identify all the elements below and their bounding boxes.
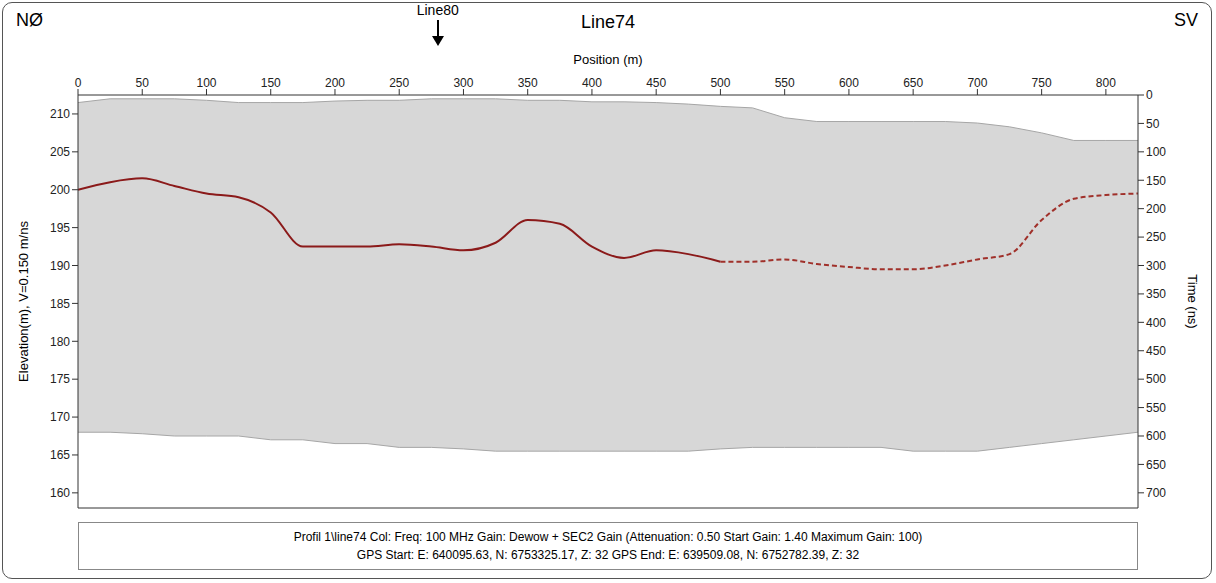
svg-text:175: 175	[50, 372, 70, 386]
svg-text:450: 450	[646, 76, 666, 90]
svg-text:100: 100	[1146, 145, 1166, 159]
svg-text:300: 300	[453, 76, 473, 90]
svg-text:Position (m): Position (m)	[573, 52, 642, 67]
svg-text:150: 150	[261, 76, 281, 90]
svg-text:0: 0	[1146, 88, 1153, 102]
svg-text:400: 400	[1146, 316, 1166, 330]
svg-text:50: 50	[136, 76, 150, 90]
svg-text:250: 250	[389, 76, 409, 90]
svg-text:800: 800	[1096, 76, 1116, 90]
svg-text:450: 450	[1146, 344, 1166, 358]
svg-text:100: 100	[196, 76, 216, 90]
svg-text:210: 210	[50, 107, 70, 121]
svg-text:500: 500	[710, 76, 730, 90]
html-text:Line80: Line80	[416, 2, 459, 18]
svg-text:350: 350	[1146, 287, 1166, 301]
svg-text:150: 150	[1146, 174, 1166, 188]
svg-text:Time (ns): Time (ns)	[1185, 274, 1200, 328]
svg-text:165: 165	[50, 448, 70, 462]
svg-text:300: 300	[1146, 259, 1166, 273]
svg-text:600: 600	[839, 76, 859, 90]
svg-text:205: 205	[50, 145, 70, 159]
svg-text:550: 550	[1146, 401, 1166, 415]
svg-text:400: 400	[582, 76, 602, 90]
svg-text:250: 250	[1146, 230, 1166, 244]
svg-text:500: 500	[1146, 372, 1166, 386]
svg-text:550: 550	[775, 76, 795, 90]
svg-text:185: 185	[50, 297, 70, 311]
svg-text:195: 195	[50, 221, 70, 235]
svg-text:180: 180	[50, 335, 70, 349]
svg-text:200: 200	[50, 183, 70, 197]
svg-text:600: 600	[1146, 429, 1166, 443]
svg-text:Elevation(m), V=0.150 m/ns: Elevation(m), V=0.150 m/ns	[16, 221, 31, 382]
svg-text:50: 50	[1146, 117, 1160, 131]
html-text:SV: SV	[1174, 10, 1198, 30]
html-text:Profil 1\line74 Col: Freq: 100: Profil 1\line74 Col: Freq: 100 MHz Gain:…	[293, 530, 923, 544]
svg-text:350: 350	[518, 76, 538, 90]
svg-text:200: 200	[1146, 202, 1166, 216]
svg-text:160: 160	[50, 486, 70, 500]
svg-text:650: 650	[1146, 458, 1166, 472]
svg-text:200: 200	[325, 76, 345, 90]
svg-text:0: 0	[75, 76, 82, 90]
html-text:GPS Start: E: 640095.63, N: 67: GPS Start: E: 640095.63, N: 6753325.17, …	[356, 548, 860, 562]
svg-text:700: 700	[1146, 486, 1166, 500]
svg-text:170: 170	[50, 410, 70, 424]
svg-text:750: 750	[1032, 76, 1052, 90]
html-text:Line74: Line74	[581, 12, 635, 32]
svg-text:190: 190	[50, 259, 70, 273]
svg-text:700: 700	[967, 76, 987, 90]
html-text:NØ: NØ	[16, 10, 43, 30]
svg-text:650: 650	[903, 76, 923, 90]
